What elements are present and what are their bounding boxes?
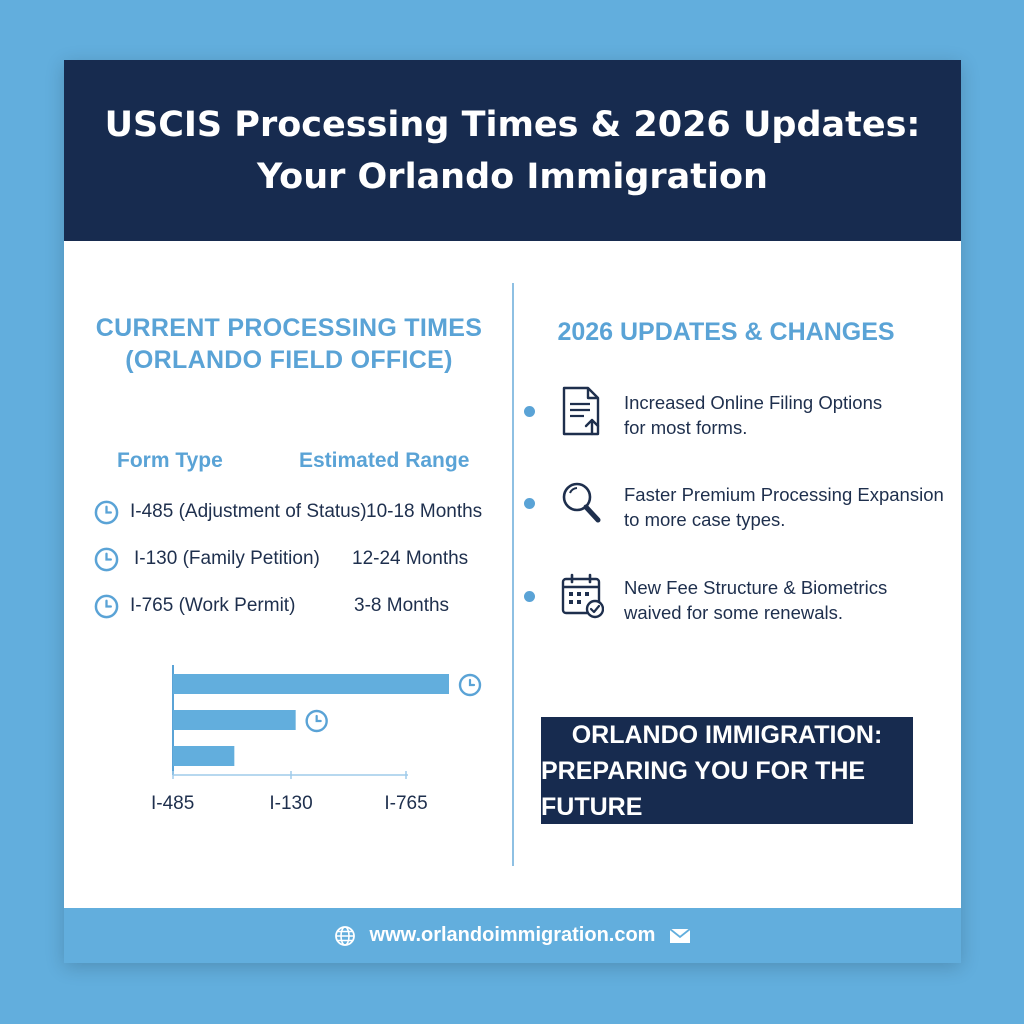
infographic-card: USCIS Processing Times & 2026 Updates: Y… [64,60,961,963]
clock-icon [94,500,119,525]
update-text-line-1: New Fee Structure & Biometrics [624,577,888,598]
estimated-range-cell: 12-24 Months [352,548,469,569]
chart-tick-label: I-485 [151,793,194,814]
page-title-line-2: Your Orlando Immigration [257,156,768,197]
column-header-estimated-range: Estimated Range [299,449,470,472]
chart-bar-i-485 [173,674,449,694]
list-item: Increased Online Filing Options for most… [524,386,954,446]
estimated-range-cell: 3-8 Months [354,595,450,616]
globe-icon [334,925,355,946]
update-text-line-1: Increased Online Filing Options [624,392,883,413]
envelope-icon[interactable] [669,927,692,944]
clock-icon [94,547,119,572]
website-link[interactable]: www.orlandoimmigration.com [369,924,656,946]
bullet-dot [524,406,535,417]
list-item: New Fee Structure & Biometrics waived fo… [524,571,954,631]
cta-line-2: PREPARING YOU FOR THE FUTURE [541,756,866,821]
clock-icon [458,673,482,697]
column-header-form-type: Form Type [117,449,223,472]
document-upload-icon [562,386,600,436]
form-type-cell: I-130 (Family Petition) [134,548,320,569]
processing-times-bar-chart: I-485 I-130 I-765 [151,665,482,814]
update-text: Increased Online Filing Options for most… [624,390,882,440]
footer-bar: www.orlandoimmigration.com [64,908,961,963]
chart-bar-i-130 [173,710,296,730]
form-type-cell: I-485 (Adjustment of Status) [130,501,367,522]
clock-icon [305,709,328,733]
chart-bar-i-765 [173,746,235,766]
updates-heading: 2026 UPDATES & CHANGES [557,318,895,346]
update-text-line-2: waived for some renewals. [624,602,844,623]
magnifier-icon [562,482,601,523]
column-divider [512,283,514,866]
update-text: New Fee Structure & Biometrics waived fo… [624,575,887,625]
header-banner: USCIS Processing Times & 2026 Updates: Y… [64,60,961,241]
clock-icon [94,594,119,619]
calendar-check-icon [561,573,604,619]
chart-tick-label: I-765 [384,793,427,814]
table-row: I-485 (Adjustment of Status) 10-18 Month… [94,498,494,528]
table-row: I-765 (Work Permit) 3-8 Months [94,592,494,622]
update-text-line-1: Faster Premium Processing Expansion [624,484,944,505]
page-title-line-1: USCIS Processing Times & 2026 Updates: [104,104,921,145]
update-text: Faster Premium Processing Expansion to m… [624,482,944,532]
table-row: I-130 (Family Petition) 12-24 Months [94,545,494,575]
chart-tick-label: I-130 [269,793,312,814]
bullet-dot [524,591,535,602]
update-text-line-2: for most forms. [624,417,748,438]
list-item: Faster Premium Processing Expansion to m… [524,478,954,538]
cta-line-1: ORLANDO IMMIGRATION: [571,720,883,749]
cta-banner: ORLANDO IMMIGRATION: PREPARING YOU FOR T… [541,717,913,824]
estimated-range-cell: 10-18 Months [366,501,483,522]
bullet-dot [524,498,535,509]
processing-times-heading-line-2: (ORLANDO FIELD OFFICE) [125,346,453,374]
processing-times-heading: CURRENT PROCESSING TIMES (ORLANDO FIELD … [84,312,494,376]
processing-times-heading-line-1: CURRENT PROCESSING TIMES [95,314,483,342]
form-type-cell: I-765 (Work Permit) [130,595,296,616]
update-text-line-2: to more case types. [624,509,786,530]
